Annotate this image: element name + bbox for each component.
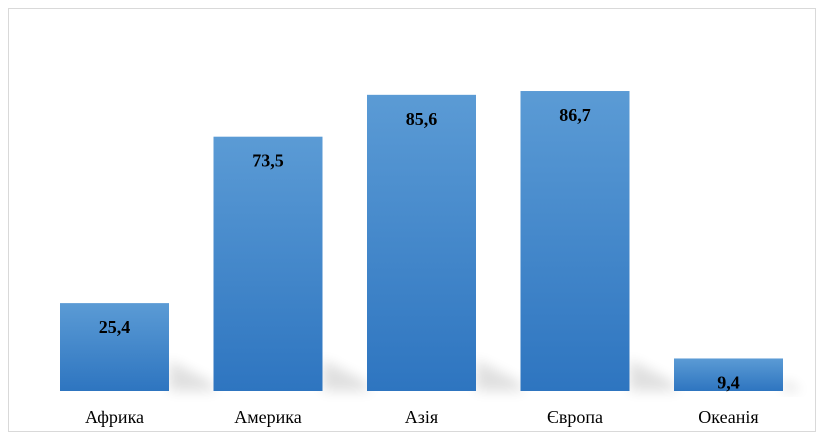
bar-shadow-4 xyxy=(783,379,801,391)
bar-1 xyxy=(213,136,323,391)
value-label-3: 86,7 xyxy=(559,105,591,125)
bar-2 xyxy=(367,94,476,391)
category-labels: Африка Америка Азія Європа Океанія xyxy=(85,407,759,427)
value-labels: 25,4 73,5 85,6 86,7 9,4 xyxy=(99,105,740,392)
category-label-1: Америка xyxy=(234,407,301,427)
bar-shadow-0 xyxy=(169,360,218,391)
bar-4 xyxy=(674,358,783,391)
value-label-4: 9,4 xyxy=(717,372,740,392)
bar-shadow-2 xyxy=(476,359,526,391)
category-label-4: Океанія xyxy=(698,407,758,427)
bar-shadow-1 xyxy=(322,359,372,391)
bar-3 xyxy=(520,91,630,391)
category-label-3: Європа xyxy=(547,407,603,427)
bar-0 xyxy=(60,303,169,391)
bar-shadow-3 xyxy=(629,359,679,391)
value-label-0: 25,4 xyxy=(99,317,131,337)
bar-shadows xyxy=(169,359,801,391)
value-label-1: 73,5 xyxy=(252,151,284,171)
category-label-2: Азія xyxy=(405,407,438,427)
bars xyxy=(60,91,783,391)
value-label-2: 85,6 xyxy=(406,109,438,129)
category-label-0: Африка xyxy=(85,407,144,427)
